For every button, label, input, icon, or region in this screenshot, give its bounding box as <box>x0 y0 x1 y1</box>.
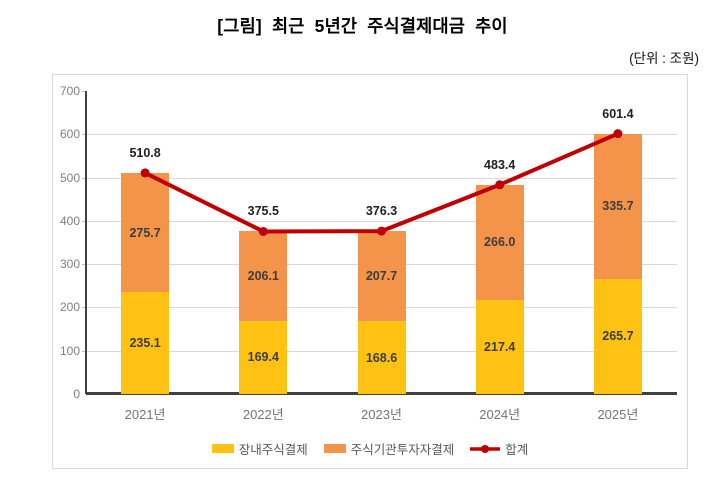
bar-segment <box>239 320 288 394</box>
total-value-label: 375.5 <box>247 204 279 219</box>
y-axis-label: 0 <box>73 387 80 401</box>
legend-item: 합계 <box>470 439 528 458</box>
gridline <box>86 220 677 222</box>
bar-segment <box>475 299 524 394</box>
legend-swatch-icon <box>211 444 234 453</box>
bar-value-label: 265.7 <box>602 329 634 344</box>
legend-label: 합계 <box>505 443 529 457</box>
legend-label: 주식기관투자자결제 <box>350 443 455 457</box>
legend: 장내주식결제 주식기관투자자결제 합계 <box>53 439 687 458</box>
total-value-label: 601.4 <box>602 106 634 121</box>
gridline <box>86 134 677 136</box>
x-axis-label: 2024년 <box>479 407 521 422</box>
y-axis-tick <box>82 307 86 309</box>
y-axis-label: 300 <box>59 257 80 272</box>
bar-segment <box>593 133 642 279</box>
legend-swatch-icon <box>323 444 346 453</box>
bar-value-label: 206.1 <box>247 269 279 284</box>
line-marker-icon <box>258 226 268 236</box>
y-axis-tick <box>82 177 86 179</box>
y-axis-tick <box>82 264 86 266</box>
bar-value-label: 275.7 <box>129 225 161 240</box>
line-marker-icon <box>140 168 150 178</box>
total-line-chart <box>140 129 623 236</box>
y-axis-label: 700 <box>59 84 80 98</box>
x-axis-label: 2022년 <box>242 407 284 422</box>
total-line <box>144 131 619 234</box>
y-axis-label: 400 <box>59 213 80 228</box>
total-value-label: 510.8 <box>129 145 161 160</box>
x-axis-label: 2023년 <box>361 407 402 422</box>
bar-value-label: 169.4 <box>247 350 279 365</box>
unit-label: (단위 : 조원) <box>629 51 699 66</box>
y-axis-label: 100 <box>59 343 80 358</box>
bar-value-label: 207.7 <box>365 269 398 284</box>
legend-item: 주식기관투자자결제 <box>323 439 455 458</box>
line-marker-icon <box>377 226 386 236</box>
legend-item: 장내주식결제 <box>211 439 308 458</box>
line-marker-icon <box>495 180 505 190</box>
y-axis-label: 600 <box>59 127 80 142</box>
bar-value-label: 335.7 <box>602 199 634 214</box>
y-axis-label: 200 <box>59 300 80 315</box>
chart-container: 0 100 200 300 400 500 600 700 235.1 275.7 510.8 202… <box>52 74 688 469</box>
bar-value-label: 266.0 <box>484 235 516 250</box>
y-axis-tick <box>82 134 86 136</box>
bar-segment <box>357 231 406 321</box>
bar-value-label: 235.1 <box>129 336 161 351</box>
bar-segment <box>593 278 642 394</box>
gridline <box>86 177 677 179</box>
chart-title: [그림] 최근 5년간 주식결제대금 추이 <box>217 16 508 36</box>
total-value-label: 483.4 <box>484 157 516 172</box>
total-value-label: 376.3 <box>365 204 398 219</box>
legend-line-marker-icon <box>470 444 501 453</box>
bar-segment <box>121 292 170 394</box>
y-axis-tick <box>82 220 86 222</box>
bar-value-label: 168.6 <box>365 350 398 365</box>
bar-value-label: 217.4 <box>484 339 516 354</box>
line-marker-icon <box>613 129 623 139</box>
y-axis-tick <box>82 91 86 92</box>
bar-segment <box>121 172 170 293</box>
bar-segment <box>475 184 524 300</box>
bar-segment <box>239 231 288 321</box>
legend-label: 장내주식결제 <box>238 443 308 457</box>
y-axis-label: 500 <box>59 170 80 185</box>
bar-segment <box>357 321 406 394</box>
y-axis-tick <box>82 350 86 352</box>
x-axis-label: 2021년 <box>124 407 166 422</box>
x-axis-label: 2025년 <box>597 407 639 422</box>
y-axis-line <box>85 91 87 394</box>
